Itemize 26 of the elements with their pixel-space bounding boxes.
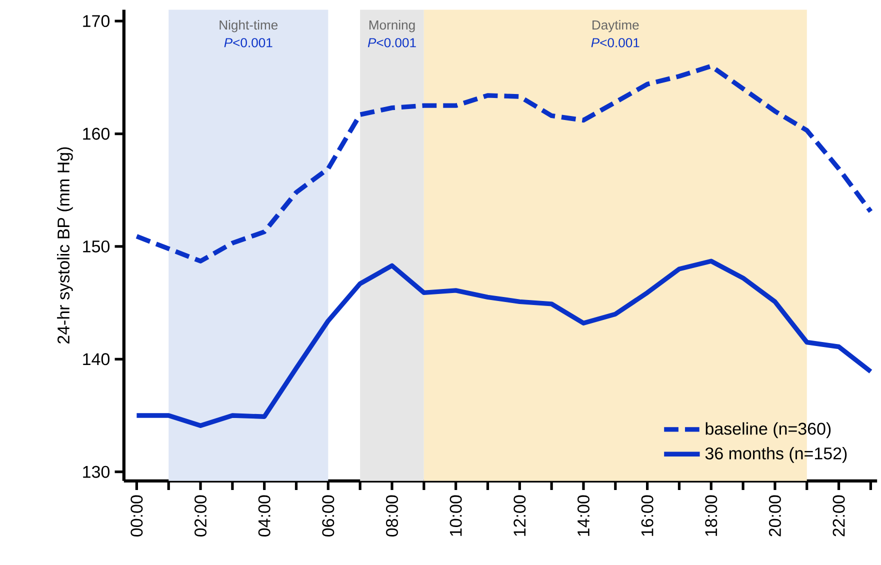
x-tick-label: 06:00: [322, 495, 334, 536]
x-tick-label: 22:00: [832, 495, 845, 536]
annotation: P<0.001: [368, 38, 416, 48]
x-tick-label: 14:00: [577, 495, 590, 536]
legend-label: 36 months (n=152): [705, 446, 847, 463]
annotation: P<0.001: [591, 38, 640, 48]
band-label: Daytime: [592, 20, 639, 32]
y-tick-label: 140: [83, 353, 110, 366]
y-tick-label: 170: [83, 14, 110, 28]
x-tick-label: 10:00: [450, 495, 462, 536]
annotation: P<0.001: [224, 38, 272, 48]
band-label: Night-time: [220, 20, 278, 32]
x-tick-label: 02:00: [194, 495, 207, 536]
band-label: Morning: [369, 20, 415, 32]
y-tick-label: 150: [83, 240, 110, 252]
y-tick-label: 160: [83, 128, 110, 140]
x-tick-label: 08:00: [386, 495, 398, 536]
x-tick-label: 20:00: [768, 495, 781, 536]
x-tick-label: 00:00: [130, 495, 143, 536]
x-tick-label: 12:00: [514, 495, 526, 536]
y-axis-title: 24-hr systolic BP (mm Hg): [57, 147, 73, 344]
x-tick-label: 18:00: [705, 495, 718, 536]
x-tick-label: 16:00: [641, 495, 654, 536]
y-tick-label: 130: [83, 466, 110, 478]
x-tick-label: 04:00: [258, 495, 270, 536]
legend-label: baseline (n=360): [706, 422, 831, 438]
